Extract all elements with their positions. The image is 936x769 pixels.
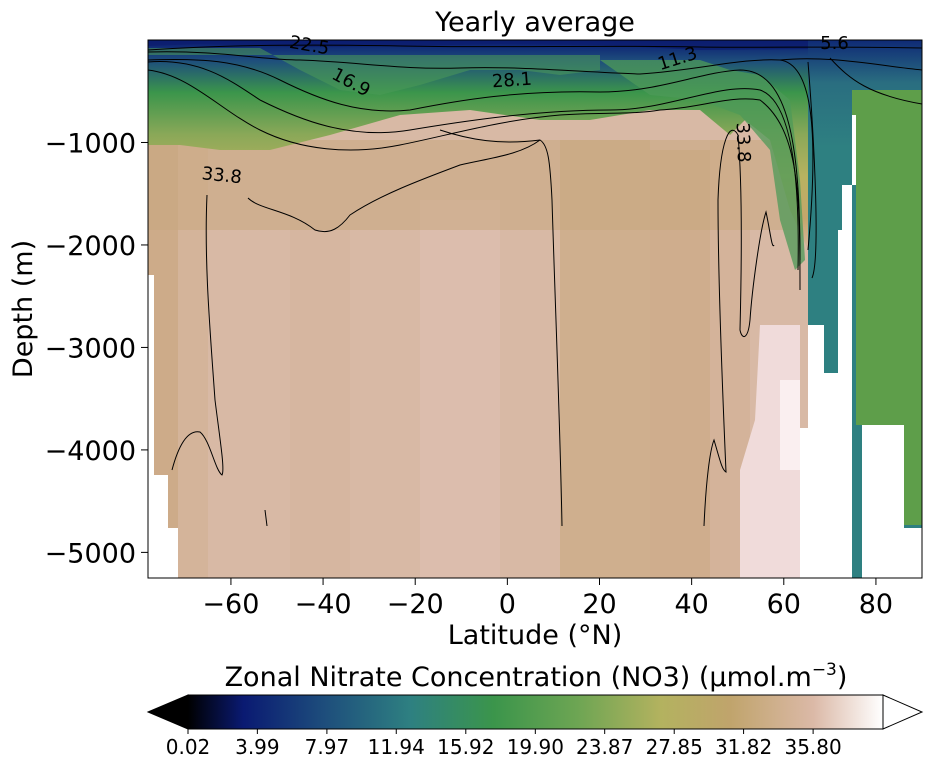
contour-line-arctic-b (829, 57, 922, 105)
column-band (420, 200, 500, 578)
y-tick-label: −4000 (45, 436, 136, 467)
y-axis-label: Depth (m) (8, 240, 39, 378)
x-tick-label: 0 (499, 589, 516, 620)
no-data-region (148, 275, 154, 578)
y-tick-label: −3000 (45, 333, 136, 364)
y-tick-label: −1000 (45, 128, 136, 159)
colorbar-tick-label: 27.85 (646, 735, 703, 759)
contour-label: 5.6 (820, 33, 849, 54)
x-axis: −60 −40 −20 0 20 40 60 80 (202, 578, 893, 620)
colorbar-label: Zonal Nitrate Concentration (NO3) (µmol.… (225, 660, 848, 693)
upper-ocean-field (148, 40, 808, 250)
x-axis-label: Latitude (°N) (448, 620, 622, 651)
y-tick-label: −2000 (45, 231, 136, 262)
contour-line-16-9 (148, 58, 801, 261)
colorbar (187, 694, 884, 730)
colorbar-label-close: ) (837, 662, 848, 693)
subpolar-green-region (600, 60, 805, 270)
colorbar-label-exponent: −3 (812, 660, 837, 680)
no-data-region (904, 528, 922, 578)
contour-line-11-3 (148, 51, 814, 251)
contour-line-33-8-mid-b (439, 129, 541, 143)
colorbar-tick-label: 3.99 (235, 735, 280, 759)
contour-line-33-8-north (703, 129, 775, 527)
plot-frame (147, 39, 923, 579)
colorbar-tick-label: 0.02 (166, 735, 211, 759)
no-data-region (800, 115, 856, 578)
colorbar-tick-label: 35.80 (784, 735, 841, 759)
y-axis: −1000 −2000 −3000 −4000 −5000 (45, 128, 148, 569)
contour-line-11-3b (779, 58, 922, 71)
colorbar-tick-label: 15.92 (437, 735, 494, 759)
contour-line-arctic (807, 61, 817, 279)
arctic-green-region (852, 90, 922, 525)
contour-label: 28.1 (491, 69, 532, 93)
colorbar-tick-label: 23.87 (576, 735, 633, 759)
contour-label: 33.8 (732, 122, 754, 163)
x-tick-label: 80 (859, 589, 893, 620)
high-nitrate-pocket (780, 380, 800, 470)
contour-line-33-8-south (171, 194, 224, 476)
colorbar-ticks: 0.02 3.99 7.97 11.94 15.92 19.90 23.87 27.85 31.… (166, 729, 842, 759)
colorbar-extend-low (146, 694, 189, 730)
colorbar-extend-high (882, 694, 924, 730)
colorbar-tick-label: 11.94 (368, 735, 425, 759)
x-tick-label: −20 (387, 589, 444, 620)
x-tick-label: −40 (295, 589, 352, 620)
column-band (290, 220, 350, 578)
contour-line-5-6 (148, 44, 922, 51)
colorbar-tick-label: 31.82 (715, 735, 772, 759)
no-data-region (148, 528, 178, 578)
mid-depth-band (148, 140, 808, 230)
y-tick-label: −5000 (45, 538, 136, 569)
plot-area (148, 40, 922, 578)
chart-title: Yearly average (434, 7, 635, 38)
contour-line-33-8-mid (247, 139, 563, 527)
contour-line-22-5 (148, 61, 799, 271)
contour-line-28-1 (148, 69, 801, 291)
colorbar-tick-label: 19.90 (507, 735, 564, 759)
x-tick-label: 40 (674, 589, 708, 620)
x-tick-label: 60 (767, 589, 801, 620)
contour-line-33-8-mini (264, 509, 268, 527)
x-tick-label: −60 (202, 589, 259, 620)
x-tick-label: 20 (582, 589, 616, 620)
colorbar-tick-label: 7.97 (305, 735, 350, 759)
no-data-region (862, 425, 904, 578)
contour-label: 33.8 (201, 163, 243, 188)
southern-green-region (148, 48, 600, 95)
